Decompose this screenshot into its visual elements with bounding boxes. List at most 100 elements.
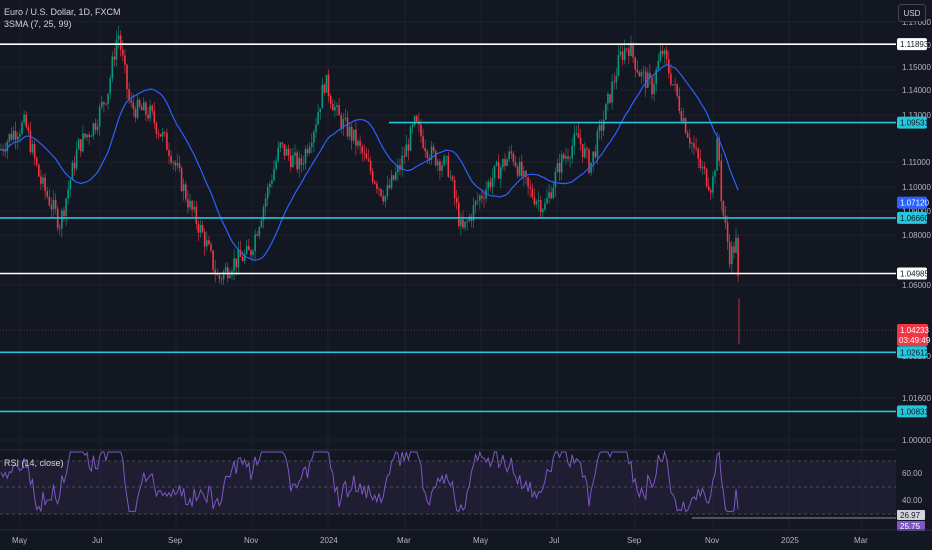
candle-body xyxy=(657,60,660,70)
currency-button[interactable]: USD xyxy=(898,4,926,22)
candle-body xyxy=(201,224,204,233)
price-tick-label: 1.15000 xyxy=(902,63,931,72)
candle-body xyxy=(617,54,620,76)
time-tick-label: May xyxy=(473,536,488,545)
candle-body xyxy=(567,156,569,159)
price-tick-label: 1.10000 xyxy=(902,183,931,192)
candle-body xyxy=(632,43,634,58)
candle-body xyxy=(105,103,107,105)
candle-body xyxy=(128,89,130,101)
candle-body xyxy=(136,99,139,118)
candle-body xyxy=(46,191,48,197)
horizontal-levels[interactable] xyxy=(0,43,896,413)
candle-body xyxy=(395,172,397,180)
candle-body xyxy=(130,100,132,103)
indicator-label[interactable]: 3SMA (7, 25, 99) xyxy=(4,19,72,29)
level-price-tag xyxy=(897,38,927,51)
candle-body xyxy=(124,55,126,65)
candle-body xyxy=(697,148,699,159)
candle-body xyxy=(248,245,250,251)
candle-body xyxy=(19,133,21,137)
candle-body xyxy=(546,197,548,204)
candle-body xyxy=(227,267,229,278)
candle-body xyxy=(483,198,485,199)
candle-body xyxy=(686,133,689,138)
rsi-value-tag xyxy=(897,521,925,531)
candle-body xyxy=(640,71,643,77)
candle-body xyxy=(222,271,225,280)
candle-body xyxy=(224,267,227,272)
candle-body xyxy=(178,163,181,169)
last-price-label: 1.04233 xyxy=(900,326,929,335)
candle-body xyxy=(25,114,27,128)
candle-body xyxy=(388,185,391,188)
candle-body xyxy=(287,148,290,156)
candle-body xyxy=(80,139,82,152)
price-axis[interactable]: 1.170001.160001.150001.140001.130001.110… xyxy=(902,18,931,445)
candle-body xyxy=(605,103,607,120)
candle-body xyxy=(332,104,334,111)
candle-body xyxy=(220,278,223,280)
candle-body xyxy=(376,183,378,189)
candle-body xyxy=(678,95,681,112)
candle-body xyxy=(172,162,174,164)
candle-body xyxy=(197,223,200,233)
candle-body xyxy=(659,50,662,61)
candle-body xyxy=(714,170,716,177)
symbol-title[interactable]: Euro / U.S. Dollar, 1D, FXCM xyxy=(4,7,121,17)
time-axis[interactable]: May Jul Sep Nov 2024 Mar May Jul Sep Nov 2025 Mar xyxy=(12,536,868,545)
candle-body xyxy=(705,168,708,187)
candle-body xyxy=(323,84,326,93)
candle-body xyxy=(491,178,494,188)
candle-body xyxy=(437,161,439,166)
bar-countdown-label: 03:49:49 xyxy=(899,336,931,345)
candle-body xyxy=(733,246,735,253)
candle-body xyxy=(292,155,294,168)
candle-body xyxy=(615,75,618,83)
candle-body xyxy=(44,177,46,192)
candle-body xyxy=(695,147,697,149)
candle-body xyxy=(350,126,353,141)
candle-body xyxy=(269,183,271,187)
candle-body xyxy=(109,78,111,94)
candle-body xyxy=(245,245,248,254)
last-price-tag xyxy=(897,324,928,346)
time-tick-label: Jul xyxy=(549,536,559,545)
candle-body xyxy=(254,234,256,252)
candle-body xyxy=(300,157,303,165)
candle-body xyxy=(382,196,384,202)
candle-body xyxy=(644,71,647,88)
candle-body xyxy=(611,81,613,103)
candle-body xyxy=(42,177,44,184)
candle-body xyxy=(502,159,504,168)
candle-body xyxy=(271,180,273,184)
candle-body xyxy=(237,249,240,268)
candle-body xyxy=(525,170,527,178)
candle-body xyxy=(537,200,540,202)
candle-body xyxy=(464,221,466,228)
price-tick-label: 1.11000 xyxy=(902,158,931,167)
candle-body xyxy=(296,152,298,170)
candle-body xyxy=(443,156,445,166)
candle-body xyxy=(29,130,32,153)
level-price-tag xyxy=(897,405,927,418)
candle-body xyxy=(132,102,135,110)
candle-body xyxy=(342,119,345,129)
candle-body xyxy=(476,200,479,202)
time-tick-label: Mar xyxy=(397,536,411,545)
candle-body xyxy=(602,119,605,131)
candle-body xyxy=(474,201,477,206)
candle-body xyxy=(229,275,231,278)
candle-body xyxy=(556,163,559,172)
time-tick-label: Nov xyxy=(244,536,258,545)
rsi-indicator-label[interactable]: RSI (14, close) xyxy=(4,458,64,468)
price-tags: 1.11893 1.09531 1.06660 1.04985 1.02612 1.008… xyxy=(897,38,931,531)
candle-body xyxy=(512,153,515,162)
candle-body xyxy=(208,240,210,245)
candle-body xyxy=(199,224,202,233)
candle-body xyxy=(638,72,641,77)
candle-body xyxy=(126,64,128,90)
candle-body xyxy=(344,117,347,120)
candle-body xyxy=(6,141,9,152)
